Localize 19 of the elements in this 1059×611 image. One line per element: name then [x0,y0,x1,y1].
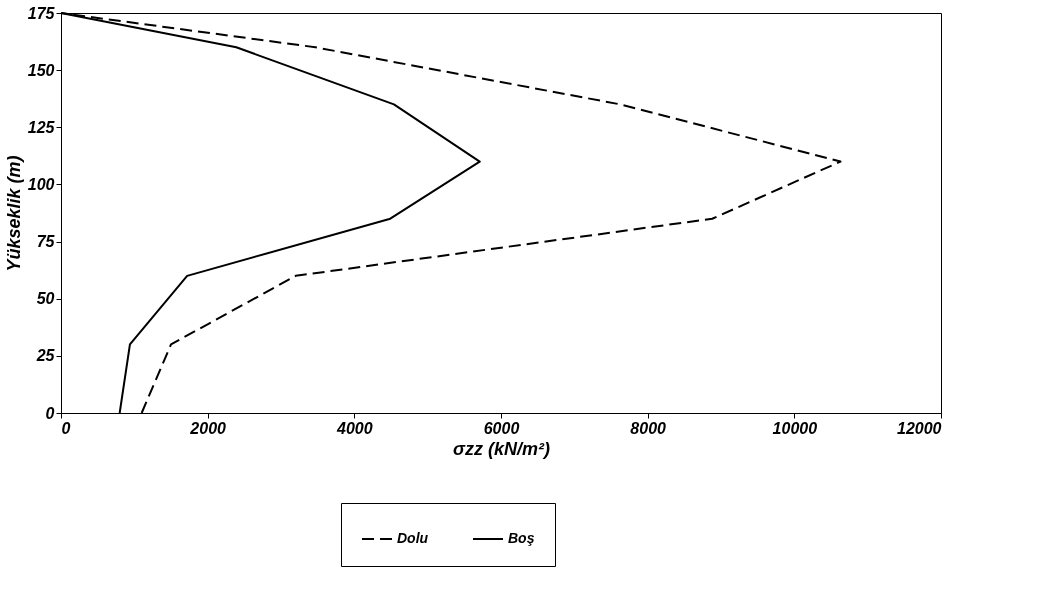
x-tick-label: 6000 [483,419,520,437]
y-tick-label: 75 [36,233,56,251]
y-tick-label: 0 [45,404,55,422]
y-axis-title: Yükseklik (m) [3,155,24,272]
y-tick-label: 25 [35,347,56,365]
y-tick-label: 175 [27,4,56,22]
y-tick-label: 100 [27,175,55,193]
x-tick-label: 0 [61,419,71,437]
x-tick-label: 10000 [772,419,818,437]
y-tick-label: 150 [27,61,55,79]
legend-label: Boş [508,530,535,546]
x-tick-label: 2000 [189,419,227,437]
y-tick-label: 50 [36,290,55,308]
x-tick-label: 12000 [897,419,942,437]
x-axis-title: σzz (kN/m²) [453,438,550,459]
x-tick-label: 4000 [336,419,373,437]
legend-label: Dolu [397,530,429,546]
y-tick-label: 125 [27,118,56,136]
x-tick-label: 8000 [630,419,667,437]
